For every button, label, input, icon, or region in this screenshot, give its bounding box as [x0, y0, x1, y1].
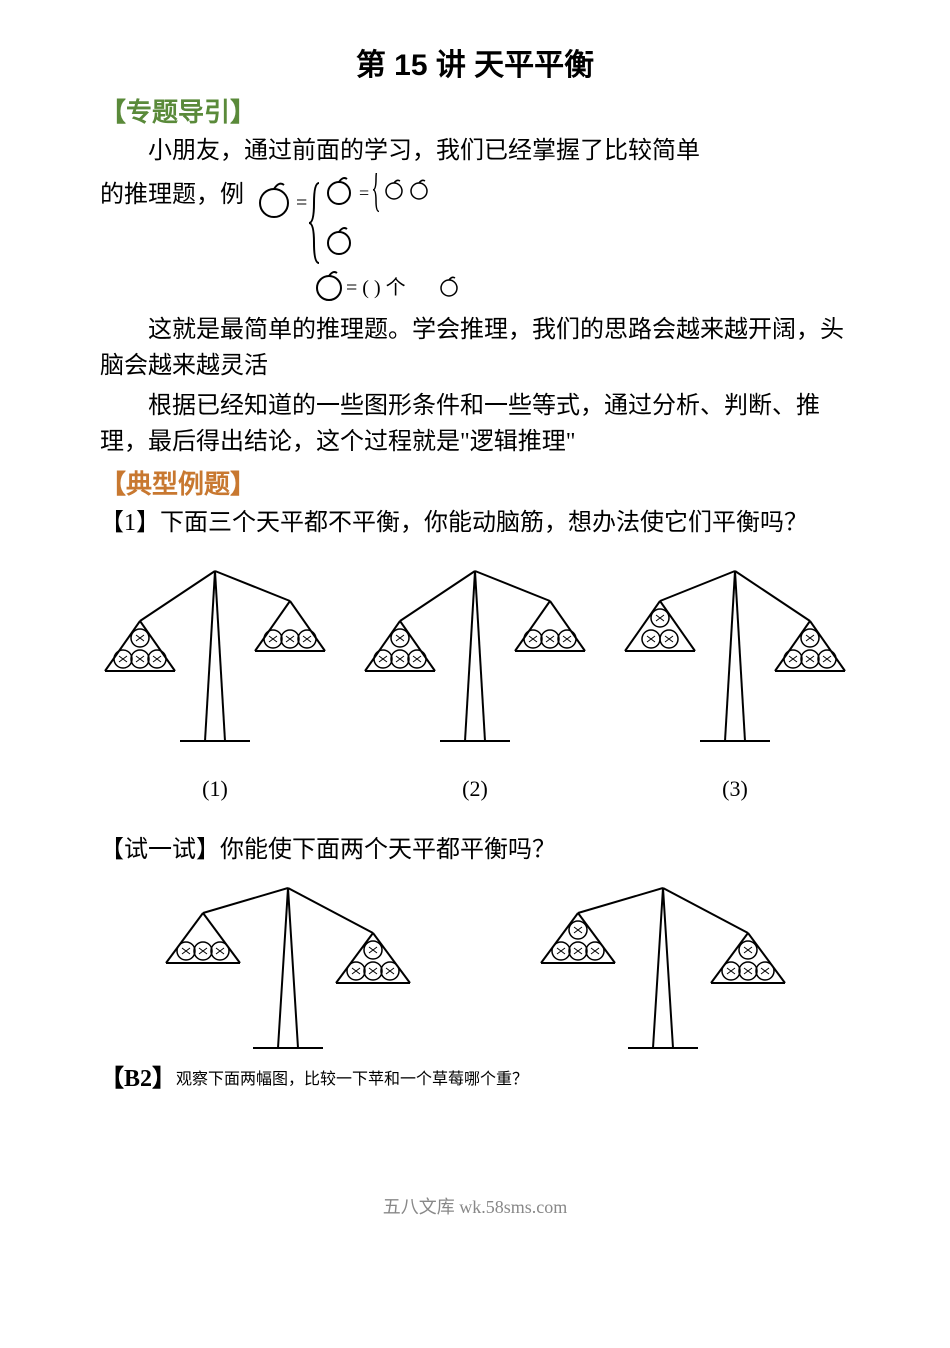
intro-para1-line1: 小朋友，通过前面的学习，我们已经掌握了比较简单	[100, 133, 850, 169]
b2-row: 【B2】 观察下面两幅图，比较一下苹和一个草莓哪个重？	[100, 1058, 850, 1093]
scale-2-label: (2)	[360, 776, 590, 802]
intro-para1-line2: 的推理题，例	[100, 177, 244, 213]
problem-1-text: 【1】下面三个天平都不平衡，你能动脑筋，想办法使它们平衡吗？	[100, 505, 850, 541]
scale-1-label: (1)	[100, 776, 330, 802]
document-page: 第 15 讲 天平平衡 【专题导引】 小朋友，通过前面的学习，我们已经掌握了比较…	[0, 0, 950, 1259]
scale-try-2	[533, 878, 793, 1058]
scale-2: (2)	[360, 561, 590, 802]
scale-3: (3)	[620, 561, 850, 802]
section-intro-header: 【专题导引】	[100, 92, 850, 129]
b2-label: 【B2】	[100, 1058, 176, 1093]
page-title: 第 15 讲 天平平衡	[100, 40, 850, 84]
intro-para3: 根据已经知道的一些图形条件和一些等式，通过分析、判断、推理，最后得出结论，这个过…	[100, 388, 850, 460]
b2-text: 观察下面两幅图，比较一下苹和一个草莓哪个重？	[176, 1065, 528, 1089]
scale-3-label: (3)	[620, 776, 850, 802]
page-footer: 五八文库 wk.58sms.com	[100, 1193, 850, 1219]
scales-row-2	[100, 878, 850, 1058]
svg-text:=: =	[359, 183, 369, 203]
scales-row-1: (1)	[100, 561, 850, 802]
equation-diagram: = = = ( ) 个	[254, 173, 554, 308]
section-examples-header: 【典型例题】	[100, 464, 850, 501]
svg-text:= ( ) 个: = ( ) 个	[346, 276, 406, 299]
scale-try-1	[158, 878, 418, 1058]
intro-para2: 这就是最简单的推理题。学会推理，我们的思路会越来越开阔，头脑会越来越灵活	[100, 312, 850, 384]
scale-1: (1)	[100, 561, 330, 802]
svg-text:=: =	[296, 192, 307, 214]
tryit-text: 【试一试】你能使下面两个天平都平衡吗？	[100, 832, 850, 868]
